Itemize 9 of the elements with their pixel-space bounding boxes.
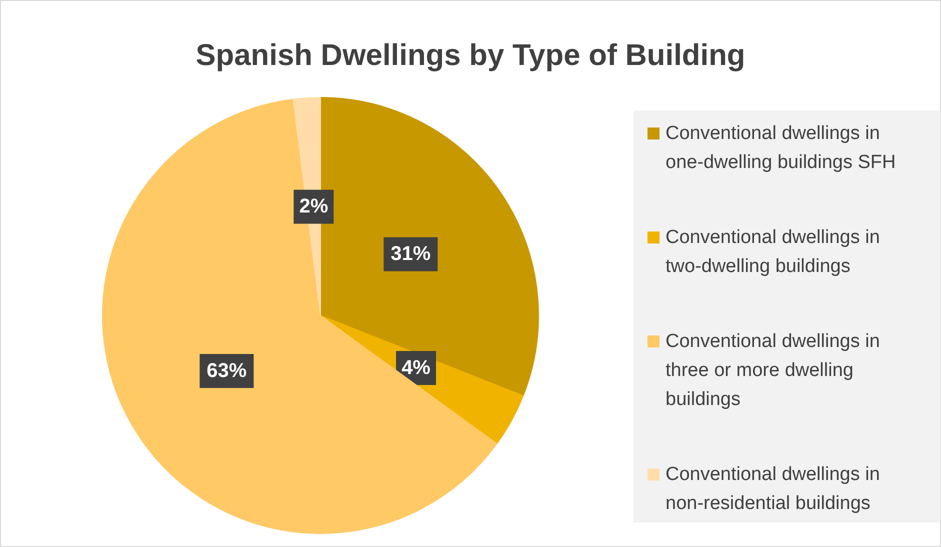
- legend-label: Conventional dwellings in three or more dwelling buildings: [666, 331, 880, 410]
- data-label: 2%: [299, 196, 328, 218]
- data-label: 4%: [402, 357, 431, 380]
- legend-label: Conventional dwellings in one-dwelling buildings SFH: [666, 123, 896, 173]
- legend-label: Conventional dwellings in two-dwelling buildings: [666, 227, 880, 277]
- legend-label: Conventional dwellings in non-residential buildings: [666, 464, 880, 514]
- chart-title: Spanish Dwellings by Type of Building: [196, 39, 746, 72]
- data-label: 63%: [206, 360, 247, 382]
- data-label: 31%: [390, 243, 431, 266]
